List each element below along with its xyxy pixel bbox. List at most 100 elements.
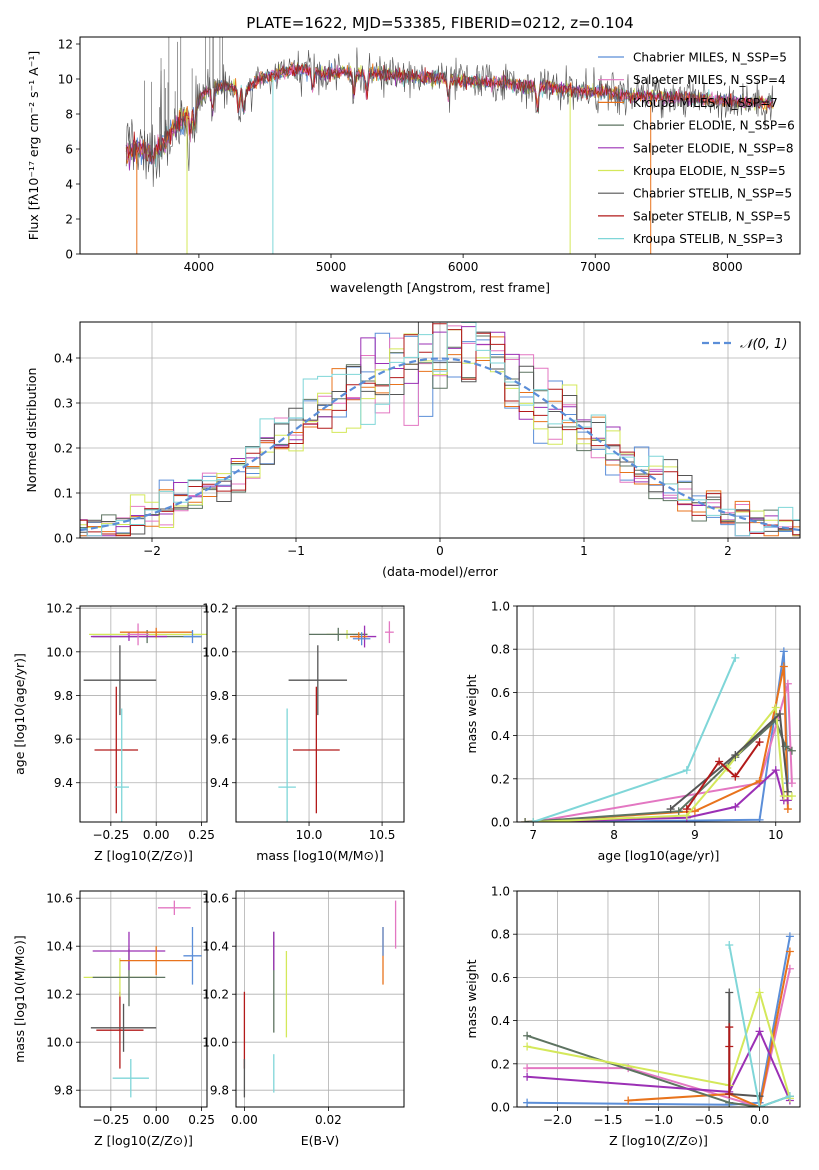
weight-point-marker bbox=[725, 1042, 734, 1051]
x-axis-label: wavelength [Angstrom, rest frame] bbox=[330, 280, 550, 295]
weight-point-marker bbox=[731, 751, 740, 760]
legend-entry-label: Salpeter STELIB, N_SSP=5 bbox=[633, 209, 791, 223]
x-tick-label: −0.25 bbox=[92, 828, 129, 842]
weight-point-marker bbox=[523, 1098, 532, 1107]
y-tick-label: 8 bbox=[65, 108, 73, 122]
x-axis-label: (data-model)/error bbox=[382, 564, 499, 579]
weight-point-marker bbox=[725, 941, 734, 949]
weight-point-marker bbox=[755, 988, 764, 997]
plot-area bbox=[125, 37, 774, 254]
y-tick-label: 0 bbox=[65, 248, 73, 262]
y-axis-label: mass weight bbox=[464, 674, 479, 753]
y-axis-label: Flux [fλ10⁻¹⁷ erg cm⁻² s⁻¹ A⁻¹] bbox=[26, 51, 41, 240]
weight-point-marker bbox=[715, 757, 724, 766]
weight-point-marker bbox=[666, 805, 675, 814]
weight-line-6 bbox=[526, 989, 791, 1099]
weight-point-marker bbox=[521, 818, 530, 822]
figure-title: PLATE=1622, MJD=53385, FIBERID=0212, z=0… bbox=[246, 14, 633, 32]
y-tick-label: 10.2 bbox=[46, 602, 73, 616]
weight-point-marker bbox=[725, 988, 734, 997]
weight-point-marker bbox=[755, 738, 764, 747]
axes-frame bbox=[235, 890, 405, 1108]
weight-point-marker bbox=[771, 766, 780, 775]
y-tick-label: 0.0 bbox=[491, 816, 510, 830]
axes-frame bbox=[235, 605, 405, 823]
x-tick-label: 0.25 bbox=[188, 1113, 215, 1127]
x-tick-label: 2 bbox=[724, 544, 732, 558]
y-tick-label: 9.8 bbox=[210, 1084, 229, 1098]
y-tick-label: 4 bbox=[65, 178, 73, 192]
weight-point-marker bbox=[783, 805, 792, 814]
weight-point-marker bbox=[785, 947, 794, 956]
y-tick-label: 10.2 bbox=[202, 988, 229, 1002]
panel-weight-vs-age: 7 8 9 10 0.0 0.2 0.4 0.6 0.8 1.0 age [log10(age/yr… bbox=[464, 600, 801, 863]
y-tick-label: 6 bbox=[65, 143, 73, 157]
y-tick-label: 0.2 bbox=[54, 442, 73, 456]
panel-age-vs-z: −0.25 0.00 0.25 9.4 9.6 9.8 10.0 10.2 Z [log10(Z… bbox=[12, 602, 215, 863]
panel-residual-hist: −2 −1 0 1 2 0.0 0.1 0.2 0.3 0.4 (data-model)/error… bbox=[24, 321, 801, 579]
y-tick-label: 1.0 bbox=[491, 885, 510, 899]
weight-point-marker bbox=[783, 787, 792, 796]
y-tick-label: 10.0 bbox=[46, 1036, 73, 1050]
x-tick-label: 0.25 bbox=[188, 828, 215, 842]
weight-line-7 bbox=[669, 711, 789, 810]
weight-point-marker bbox=[779, 647, 788, 656]
legend-entry-label: Kroupa ELODIE, N_SSP=5 bbox=[633, 164, 786, 178]
x-axis-label: E(B-V) bbox=[301, 1133, 340, 1148]
weight-line-8 bbox=[685, 741, 761, 810]
weight-point-marker bbox=[783, 796, 792, 805]
y-tick-label: 10.2 bbox=[46, 988, 73, 1002]
histogram-step-9 bbox=[80, 322, 800, 537]
x-tick-label: 10.5 bbox=[369, 828, 396, 842]
weight-point-marker bbox=[523, 1042, 532, 1051]
weight-point-marker bbox=[787, 746, 796, 755]
x-tick-label: 0.00 bbox=[143, 828, 170, 842]
panel-mass-vs-ebv: 0.00 0.02 9.8 10.0 10.2 10.4 10.6 E(B-V) bbox=[202, 890, 405, 1148]
plot-area bbox=[243, 900, 397, 1098]
x-tick-label: 7000 bbox=[580, 260, 611, 274]
panels: 4000 5000 6000 7000 8000024681012wavelength … bbox=[12, 36, 801, 1148]
y-axis-label: mass weight bbox=[464, 959, 479, 1038]
y-axis-label: age [log10(age/yr)] bbox=[12, 653, 27, 775]
x-tick-label: 7 bbox=[529, 828, 537, 842]
x-tick-label: 10 bbox=[768, 828, 783, 842]
x-tick-label: 5000 bbox=[316, 260, 347, 274]
x-axis-label: mass [log10(M/M⊙)] bbox=[256, 848, 384, 863]
axes-frame bbox=[79, 890, 208, 1108]
y-tick-label: 10 bbox=[58, 73, 73, 87]
plot-area bbox=[523, 932, 794, 1107]
weight-line-9 bbox=[728, 944, 791, 1107]
y-tick-label: 0.8 bbox=[491, 928, 510, 942]
weight-point-marker bbox=[785, 1092, 794, 1101]
plot-area bbox=[521, 647, 796, 822]
weight-point-marker bbox=[787, 779, 796, 788]
y-tick-label: 0.8 bbox=[491, 643, 510, 657]
y-axis-label: mass [log10(M/M⊙)] bbox=[12, 935, 27, 1063]
x-tick-label: −2.0 bbox=[543, 1113, 572, 1127]
weight-point-marker bbox=[775, 710, 784, 718]
weight-point-marker bbox=[523, 1031, 532, 1040]
x-tick-label: 4000 bbox=[184, 260, 215, 274]
plot-area bbox=[83, 623, 207, 822]
x-tick-label: 8 bbox=[610, 828, 618, 842]
y-tick-label: 9.8 bbox=[210, 689, 229, 703]
weight-point-marker bbox=[725, 1090, 734, 1099]
y-tick-label: 0.2 bbox=[491, 1057, 510, 1071]
y-tick-label: 10.0 bbox=[46, 645, 73, 659]
weight-point-marker bbox=[771, 703, 780, 712]
plot-area bbox=[80, 322, 800, 537]
legend-entry-label: Chabrier MILES, N_SSP=5 bbox=[633, 51, 787, 65]
weight-point-marker bbox=[682, 805, 691, 814]
y-tick-label: 1.0 bbox=[491, 600, 510, 614]
weight-point-marker bbox=[787, 792, 796, 801]
y-tick-label: 10.6 bbox=[46, 892, 73, 906]
x-axis-label: Z [log10(Z/Z⊙)] bbox=[94, 848, 193, 863]
legend-entry-label: Salpeter ELODIE, N_SSP=8 bbox=[633, 141, 794, 155]
x-tick-label: −1 bbox=[287, 544, 305, 558]
weight-line-3 bbox=[628, 951, 791, 1107]
y-tick-label: 0.1 bbox=[54, 487, 73, 501]
legend-entry-label: Chabrier ELODIE, N_SSP=6 bbox=[633, 119, 795, 133]
y-tick-label: 9.6 bbox=[210, 733, 229, 747]
x-tick-label: 8000 bbox=[712, 260, 743, 274]
